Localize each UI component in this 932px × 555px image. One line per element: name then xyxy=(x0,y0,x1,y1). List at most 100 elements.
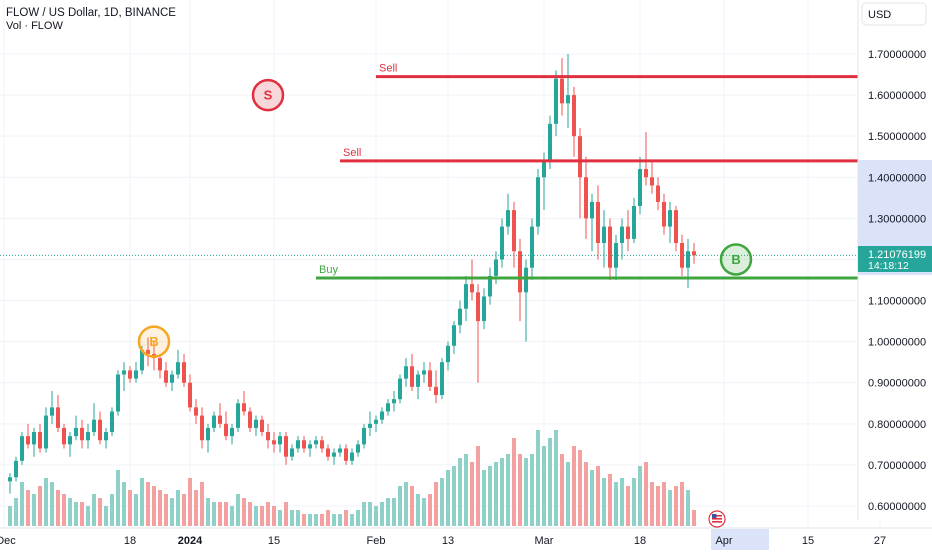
volume-title[interactable]: Vol · FLOW xyxy=(6,20,63,32)
candle-body xyxy=(122,370,126,375)
candle-body xyxy=(650,177,654,186)
price-axis-ticks: 1.70000000 1.60000000 1.50000000 1.40000000… xyxy=(868,49,926,513)
candle-body xyxy=(320,440,324,449)
volume-bar xyxy=(680,482,684,526)
candle-body xyxy=(680,243,684,268)
time-tick-label: 15 xyxy=(268,535,280,547)
time-axis-highlight xyxy=(711,529,769,550)
volume-bar xyxy=(44,478,48,526)
volume-bar xyxy=(668,490,672,526)
candle-body xyxy=(530,226,534,268)
volume-bar xyxy=(338,514,342,526)
candle-body xyxy=(374,419,378,424)
price-tick-label: 1.00000000 xyxy=(868,337,926,349)
candle-body xyxy=(68,436,72,445)
volume-bar xyxy=(320,514,324,526)
price-tick-label: 0.60000000 xyxy=(868,501,926,513)
volume-bar xyxy=(50,482,54,526)
price-tick-label: 1.30000000 xyxy=(868,213,926,225)
volume-bar xyxy=(512,438,516,526)
volume-bar xyxy=(212,502,216,526)
candle-body xyxy=(668,210,672,227)
volume-bar xyxy=(650,482,654,526)
candle-body xyxy=(584,177,588,219)
candle-body xyxy=(620,226,624,244)
volume-bar xyxy=(602,478,606,526)
volume-bar xyxy=(68,498,72,526)
volume-bar xyxy=(56,490,60,526)
volume-bar xyxy=(614,482,618,526)
candle-body xyxy=(128,370,132,379)
candle-body xyxy=(350,452,354,461)
candle-body xyxy=(266,432,270,441)
price-tick-label: 0.80000000 xyxy=(868,419,926,431)
candle-body xyxy=(248,411,252,428)
us-flag-icon[interactable] xyxy=(708,510,726,528)
candle-body xyxy=(26,436,30,445)
volume-bar xyxy=(464,454,468,526)
buy-marker-right[interactable]: B xyxy=(719,243,753,276)
candle-body xyxy=(38,432,42,449)
time-tick-label: 27 xyxy=(874,535,886,547)
candle-body xyxy=(434,386,438,396)
volume-bar xyxy=(290,510,294,526)
volume-bar xyxy=(638,466,642,526)
volume-bar xyxy=(164,494,168,526)
candle-body xyxy=(362,427,366,445)
candle-body xyxy=(188,382,192,408)
candle-body xyxy=(158,358,162,371)
candle-body xyxy=(104,432,108,441)
volume-bar xyxy=(272,506,276,526)
candle-body xyxy=(626,226,630,239)
volume-bar xyxy=(326,510,330,526)
candle-body xyxy=(554,78,558,124)
volume-bar xyxy=(332,514,336,526)
candle-body xyxy=(332,452,336,457)
price-tick-label: 1.50000000 xyxy=(868,131,926,143)
candle-body xyxy=(572,95,576,137)
sell-label-top: Sell xyxy=(379,63,397,75)
candle-body xyxy=(458,308,462,326)
candle-body xyxy=(548,123,552,161)
time-axis-ticks: Dec 18 2024 15 Feb 13 Mar 18 Apr 15 27 xyxy=(0,535,886,547)
volume-bar xyxy=(452,466,456,526)
volume-bar xyxy=(374,506,378,526)
volume-bar xyxy=(422,498,426,526)
volume-bar xyxy=(608,474,612,526)
candle-body xyxy=(500,226,504,260)
candle-body xyxy=(566,95,570,104)
candle-body xyxy=(692,251,696,256)
sell-marker[interactable]: S xyxy=(251,78,285,112)
volume-bar xyxy=(140,478,144,526)
candle-body xyxy=(290,448,294,457)
volume-bar xyxy=(308,514,312,526)
candle-body xyxy=(674,210,678,244)
candle-body xyxy=(632,206,636,239)
volume-bar xyxy=(158,490,162,526)
volume-bar xyxy=(62,494,66,526)
volume-bar xyxy=(20,482,24,526)
volume-bar xyxy=(170,498,174,526)
candle-body xyxy=(44,415,48,449)
volume-bar xyxy=(404,482,408,526)
candle-body xyxy=(56,407,60,428)
candle-body xyxy=(224,423,228,437)
candle-body xyxy=(398,378,402,400)
symbol-title[interactable]: FLOW / US Dollar, 1D, BINANCE xyxy=(6,7,176,19)
volume-bar xyxy=(674,486,678,526)
volume-bar xyxy=(584,462,588,526)
volume-bar xyxy=(644,462,648,526)
candle-body xyxy=(326,448,330,457)
time-tick-label: Mar xyxy=(535,535,554,547)
candle-body xyxy=(218,415,222,424)
volume-bar xyxy=(32,494,36,526)
candle-body xyxy=(440,362,444,396)
candle-body xyxy=(242,403,246,412)
time-tick-label: 15 xyxy=(802,535,814,547)
buy-marker-left[interactable]: B xyxy=(137,325,171,358)
volume-bar xyxy=(626,486,630,526)
currency-button[interactable]: USD xyxy=(861,2,927,26)
volume-bar xyxy=(350,514,354,526)
volume-bar xyxy=(578,450,582,526)
